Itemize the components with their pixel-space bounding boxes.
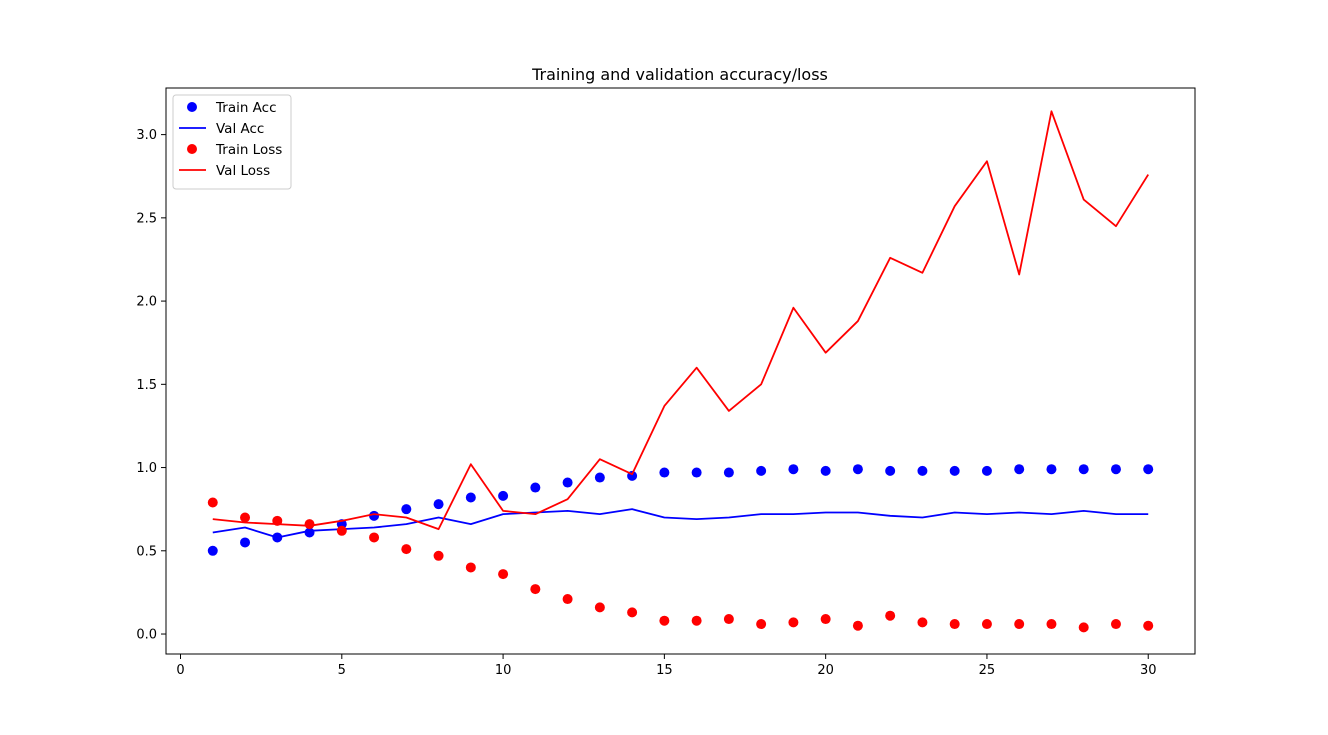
data-point-train-acc <box>1143 464 1154 475</box>
y-tick-label: 1.5 <box>136 378 157 393</box>
data-point-train-acc <box>594 472 605 483</box>
x-tick-label: 20 <box>817 663 834 678</box>
data-point-train-loss <box>401 544 412 555</box>
data-point-train-acc <box>723 467 734 478</box>
x-tick-label: 10 <box>495 663 512 678</box>
data-point-train-loss <box>949 619 960 630</box>
data-point-train-acc <box>756 465 767 476</box>
data-point-train-loss <box>788 617 799 628</box>
data-point-train-acc <box>1078 464 1089 475</box>
data-point-train-loss <box>627 607 638 618</box>
x-tick-label: 25 <box>979 663 996 678</box>
data-point-train-loss <box>562 594 573 605</box>
y-tick-label: 0.5 <box>136 544 157 559</box>
legend-label: Train Acc <box>215 100 277 116</box>
legend-box <box>172 94 292 190</box>
data-point-train-loss <box>240 512 251 523</box>
plot-area <box>207 110 1154 633</box>
data-point-train-acc <box>820 465 831 476</box>
data-point-train-acc <box>1110 464 1121 475</box>
data-point-train-loss <box>1143 620 1154 631</box>
legend-label: Train Loss <box>215 142 282 158</box>
data-point-train-loss <box>336 525 347 536</box>
data-point-train-loss <box>723 614 734 625</box>
x-tick-label: 30 <box>1140 663 1157 678</box>
data-point-train-acc <box>207 545 218 556</box>
x-tick-label: 5 <box>338 663 346 678</box>
y-tick-label: 0.0 <box>136 628 157 643</box>
data-point-train-loss <box>207 497 218 508</box>
data-point-train-loss <box>1078 622 1089 633</box>
y-tick-label: 2.5 <box>136 211 157 226</box>
data-point-train-acc <box>433 499 444 510</box>
data-point-train-loss <box>659 615 670 626</box>
series-line-val-acc <box>212 508 1149 539</box>
data-point-train-loss <box>433 550 444 561</box>
data-point-train-acc <box>369 510 380 521</box>
data-point-train-loss <box>852 620 863 631</box>
axes-frame <box>165 87 1196 655</box>
data-point-train-loss <box>465 562 476 573</box>
axes: 0 5 10 15 20 25 30 0.0 0.5 1.0 1.5 2.0 2.5 3.0 <box>136 87 1196 678</box>
legend-dot-swatch <box>187 102 197 112</box>
data-point-train-acc <box>240 537 251 548</box>
data-point-train-loss <box>981 619 992 630</box>
data-point-train-acc <box>498 490 509 501</box>
data-point-train-acc <box>691 467 702 478</box>
y-tick-label: 1.0 <box>136 461 157 476</box>
data-point-train-loss <box>885 610 896 621</box>
data-point-train-loss <box>369 532 380 543</box>
legend: Train Acc Val Acc Train Loss Val Loss <box>172 94 292 190</box>
series-line-val-loss <box>212 110 1149 531</box>
data-point-train-loss <box>917 617 928 628</box>
data-point-train-loss <box>1046 619 1057 630</box>
data-point-train-acc <box>659 467 670 478</box>
data-point-train-acc <box>530 482 541 493</box>
data-point-train-loss <box>530 584 541 595</box>
data-point-train-acc <box>401 504 412 515</box>
data-point-train-loss <box>756 619 767 630</box>
data-point-train-loss <box>1110 619 1121 630</box>
data-point-train-acc <box>981 465 992 476</box>
x-tick-label: 0 <box>176 663 184 678</box>
chart-title: Training and validation accuracy/loss <box>531 65 828 84</box>
data-point-train-acc <box>1046 464 1057 475</box>
data-point-train-acc <box>852 464 863 475</box>
legend-dot-swatch <box>187 144 197 154</box>
data-point-train-loss <box>691 615 702 626</box>
legend-label: Val Loss <box>216 163 270 179</box>
data-point-train-loss <box>304 519 315 530</box>
data-point-train-acc <box>465 492 476 503</box>
data-point-train-loss <box>498 569 509 580</box>
data-point-train-loss <box>594 602 605 613</box>
data-point-train-loss <box>820 614 831 625</box>
data-point-train-acc <box>885 465 896 476</box>
data-point-train-acc <box>917 465 928 476</box>
data-point-train-acc <box>788 464 799 475</box>
data-point-train-acc <box>1014 464 1025 475</box>
x-tick-label: 15 <box>656 663 673 678</box>
y-tick-label: 2.0 <box>136 295 157 310</box>
data-point-train-acc <box>949 465 960 476</box>
data-point-train-loss <box>1014 619 1025 630</box>
y-tick-label: 3.0 <box>136 128 157 143</box>
legend-label: Val Acc <box>216 121 264 137</box>
data-point-train-acc <box>562 477 573 488</box>
